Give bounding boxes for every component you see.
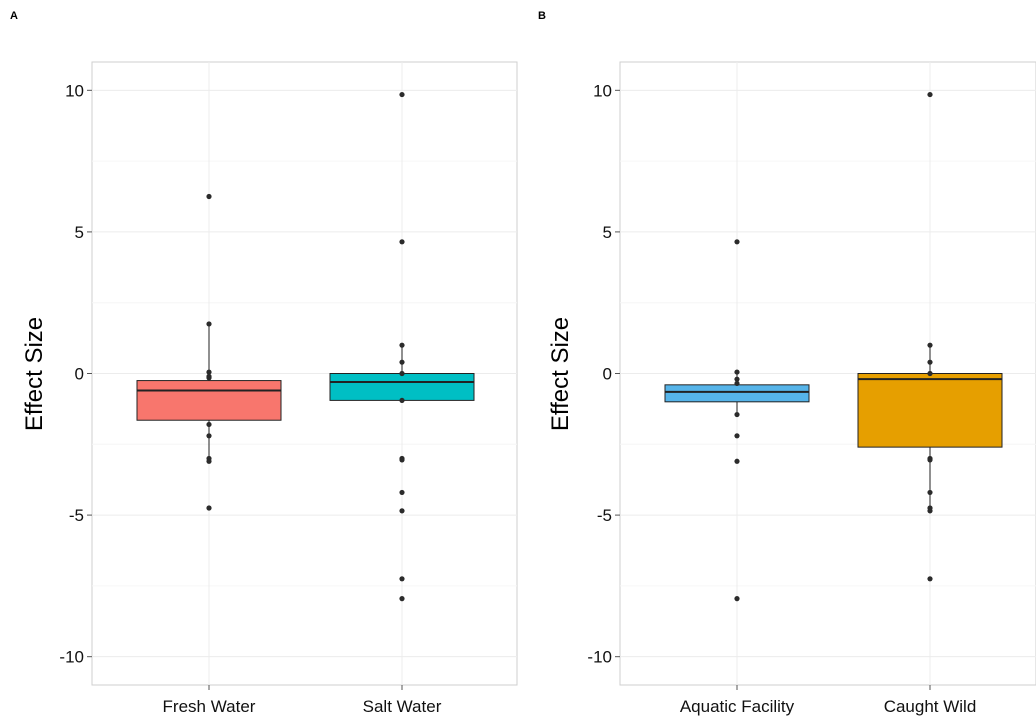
- y-tick-label: 10: [65, 81, 84, 100]
- data-point: [927, 359, 933, 365]
- x-tick-label: Salt Water: [363, 697, 442, 716]
- data-point: [399, 596, 405, 602]
- data-point: [399, 489, 405, 496]
- data-point: [734, 376, 740, 382]
- data-point: [206, 458, 212, 464]
- data-point: [927, 576, 933, 582]
- x-tick-label: Fresh Water: [163, 697, 256, 716]
- data-point: [734, 369, 740, 375]
- data-point: [399, 576, 405, 582]
- y-tick-label: -10: [587, 648, 612, 667]
- y-tick-label: 5: [75, 223, 84, 242]
- y-tick-label: 0: [75, 365, 84, 384]
- data-point: [206, 375, 212, 381]
- y-tick-label: -5: [69, 506, 84, 525]
- data-point: [399, 359, 405, 365]
- data-point: [206, 421, 212, 428]
- y-tick-label: 5: [603, 223, 612, 242]
- data-point: [927, 508, 933, 514]
- data-point: [734, 411, 740, 418]
- data-point: [734, 239, 740, 245]
- data-point: [206, 433, 212, 439]
- data-point: [206, 505, 212, 511]
- box-0: [136, 380, 282, 421]
- data-point: [734, 458, 740, 464]
- y-axis-title-b: Effect Size: [547, 317, 574, 431]
- y-tick-label: -10: [59, 648, 84, 667]
- data-point: [399, 370, 405, 377]
- data-point: [399, 397, 405, 404]
- data-point: [399, 91, 405, 98]
- data-point: [399, 457, 405, 463]
- box-0: [664, 384, 810, 403]
- data-point: [206, 193, 212, 200]
- y-tick-label: -5: [597, 506, 612, 525]
- box-1: [857, 373, 1003, 448]
- data-point: [399, 342, 405, 348]
- panel-a: -10 -5 0 5 10 Fresh Water Salt Water A Effect …: [10, 10, 518, 716]
- data-point: [734, 380, 740, 387]
- data-point: [927, 342, 933, 348]
- x-tick-label: Aquatic Facility: [680, 697, 795, 716]
- data-point: [927, 489, 933, 496]
- data-point: [206, 321, 212, 327]
- box-1: [329, 373, 475, 401]
- y-tick-label: 10: [593, 81, 612, 100]
- data-point: [927, 370, 933, 377]
- data-point: [206, 369, 212, 375]
- panel-letter-b: B: [538, 10, 546, 22]
- y-tick-label: 0: [603, 365, 612, 384]
- x-tick-label: Caught Wild: [884, 697, 977, 716]
- data-point: [927, 457, 933, 463]
- y-axis-title-a: Effect Size: [21, 317, 48, 431]
- data-point: [734, 433, 740, 439]
- panel-letter-a: A: [10, 10, 18, 22]
- data-point: [927, 91, 933, 98]
- panel-b: -10 -5 0 5 10 Aquatic Facility Caught Wild B E…: [538, 10, 1036, 716]
- data-point: [399, 508, 405, 514]
- data-point: [734, 596, 740, 602]
- data-point: [399, 239, 405, 245]
